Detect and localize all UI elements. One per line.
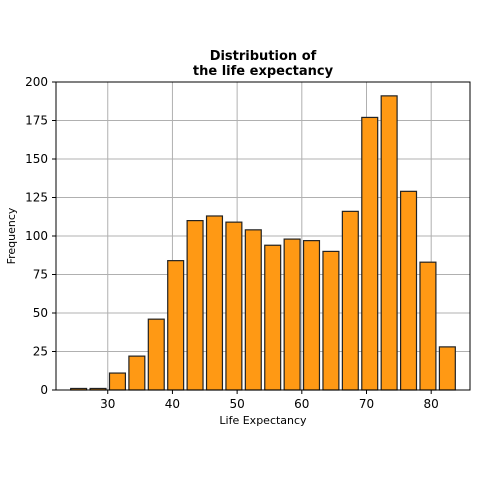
x-tick-label: 50	[229, 397, 244, 411]
bar-73.5	[380, 95, 398, 391]
bar-76.5	[399, 190, 418, 391]
y-axis-label: Frequency	[5, 207, 18, 264]
bar-40.5	[167, 260, 185, 391]
bar-58.5	[283, 238, 301, 391]
bar-49.5	[225, 221, 243, 391]
x-axis-label: Life Expectancy	[219, 414, 307, 427]
y-tick-label: 25	[33, 345, 48, 359]
y-tick-label: 75	[33, 268, 48, 282]
bar-52.5	[244, 229, 262, 391]
bar-55.5	[264, 244, 282, 391]
chart-title-line-1: Distribution of	[210, 49, 317, 64]
bar-61.5	[302, 240, 321, 391]
y-tick-label: 200	[25, 75, 48, 89]
bar-43.5	[186, 220, 204, 391]
y-tick-label: 100	[25, 229, 48, 243]
y-tick-label: 0	[40, 383, 48, 397]
x-tick-label: 40	[165, 397, 180, 411]
bar-46.5	[205, 215, 224, 391]
bar-31.5	[108, 372, 127, 391]
y-tick-label: 125	[25, 191, 48, 205]
bar-64.5	[322, 250, 340, 391]
x-tick-label: 80	[424, 397, 439, 411]
chart-title-line-2: the life expectancy	[193, 64, 334, 79]
x-tick-label: 70	[359, 397, 374, 411]
y-tick-label: 150	[25, 152, 48, 166]
y-tick-label: 175	[25, 114, 48, 128]
y-tick-label: 50	[33, 306, 48, 320]
bar-37.5	[147, 318, 165, 391]
bar-70.5	[361, 116, 379, 391]
axis-ticks: 30 40 50 60 70 80 0 25 50 75 100 125 150 175 200	[25, 75, 439, 411]
bar-34.5	[128, 355, 146, 391]
bar-67.5	[341, 210, 359, 391]
x-tick-label: 30	[100, 397, 115, 411]
bar-79.5	[419, 261, 437, 391]
x-tick-label: 60	[294, 397, 309, 411]
bars	[70, 95, 456, 391]
bar-82.5	[438, 346, 456, 391]
